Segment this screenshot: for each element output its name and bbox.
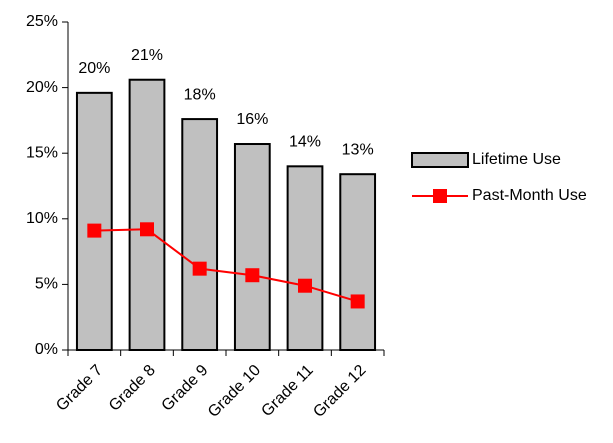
y-tick-label: 15% xyxy=(26,144,58,161)
data-label: 18% xyxy=(184,86,216,103)
marker xyxy=(87,223,102,238)
marker xyxy=(298,278,312,293)
data-label: 16% xyxy=(236,111,268,128)
data-label: 21% xyxy=(131,47,163,64)
marker xyxy=(140,222,154,237)
x-tick-label: Grade 11 xyxy=(258,362,316,420)
legend-swatch xyxy=(411,152,469,168)
line xyxy=(94,228,358,303)
x-tick-label: Grade 9 xyxy=(159,362,212,415)
y-tick-label: 5% xyxy=(35,276,58,293)
bar xyxy=(181,118,219,351)
bar xyxy=(286,165,324,351)
bar xyxy=(233,143,271,351)
legend-label: Past-Month Use xyxy=(472,187,587,204)
x-tick-label: Grade 7 xyxy=(53,362,106,415)
y-tick-label: 25% xyxy=(26,13,58,30)
data-label: 20% xyxy=(78,60,110,77)
bar xyxy=(75,91,113,352)
y-tick-label: 20% xyxy=(26,79,58,96)
x-tick-label: Grade 12 xyxy=(310,362,369,421)
x-tick-label: Grade 8 xyxy=(106,362,159,415)
bar xyxy=(339,173,377,351)
marker xyxy=(350,294,365,309)
marker xyxy=(192,261,207,276)
x-tick-label: Grade 10 xyxy=(205,362,264,421)
legend-label: Lifetime Use xyxy=(472,151,561,168)
y-tick-label: 10% xyxy=(26,210,58,227)
legend-marker xyxy=(433,189,447,203)
bar xyxy=(128,78,166,351)
y-tick-label: 0% xyxy=(35,341,58,358)
data-label: 14% xyxy=(289,134,321,151)
marker xyxy=(245,268,260,283)
data-label: 13% xyxy=(342,141,374,158)
